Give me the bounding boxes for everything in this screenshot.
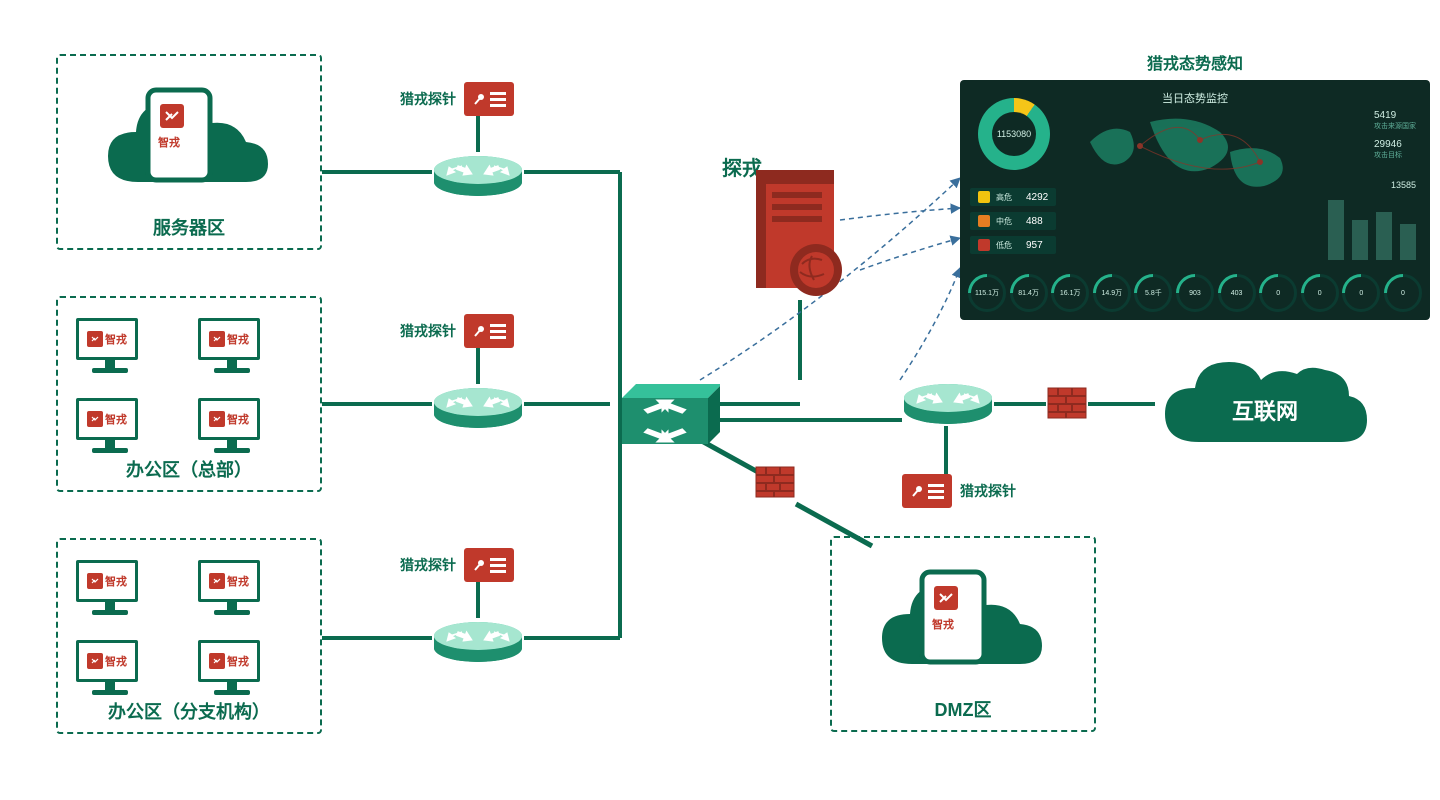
gauge-icon: 14.9万 [1093,274,1131,312]
pc-icon: 智戎 [76,398,144,458]
router-icon [432,152,524,198]
gauge-icon: 403 [1218,274,1256,312]
stat-item: 中危488 [970,212,1056,230]
donut-value: 1153080 [997,129,1031,139]
pc-icon: 智戎 [198,398,266,458]
right-stat-item: 29946攻击目标 [1374,139,1416,160]
pc-icon: 智戎 [76,640,144,700]
firewall-icon [754,461,796,503]
internet-label: 互联网 [1155,394,1375,426]
probe-icon [902,474,952,508]
firewall-icon [1046,382,1088,424]
pc-icon: 智戎 [76,560,144,620]
bar [1400,224,1416,260]
gauge-row: 115.1万81.4万16.1万14.9万5.8千9034030000 [968,274,1422,312]
dashboard-title: 猎戎态势感知 [960,50,1430,74]
gauge-icon: 16.1万 [1051,274,1089,312]
dmz-cloud-icon: 智戎 [872,554,1134,699]
bar [1352,220,1368,260]
probe: 猎戎探针 [902,474,1016,508]
probe-label: 猎戎探针 [400,321,456,341]
core-switch-icon [610,378,720,464]
gauge-icon: 903 [1176,274,1214,312]
stat-item: 高危4292 [970,188,1056,206]
gauge-icon: 0 [1301,274,1339,312]
probe: 猎戎探针 [400,82,514,116]
donut-chart-icon: 1153080 [978,98,1050,170]
pin-icon [472,92,486,106]
gauge-icon: 81.4万 [1010,274,1048,312]
server-cloud-icon: 智戎 [98,72,360,217]
probe-icon [464,82,514,116]
pin-icon [472,558,486,572]
zone-server-label: 服务器区 [58,210,320,244]
dashboard-panel: 当日态势监控 1153080 高危4292中危488低危957 5419攻击来源… [960,80,1430,320]
pc-icon: 智戎 [76,318,144,378]
zone-server: 智戎 服务器区 [56,54,322,250]
server-host-icon [742,160,862,315]
zone-dmz: 智戎 DMZ区 [830,536,1096,732]
probe-icon [464,314,514,348]
probe-label: 猎戎探针 [400,89,456,109]
probe-label: 猎戎探针 [960,481,1016,501]
router-icon [902,380,994,426]
bar-chart-icon [1328,200,1416,260]
world-map-icon [1080,102,1300,212]
pc-icon: 智戎 [198,640,266,700]
agent-label: 智戎 [158,134,180,150]
gauge-icon: 0 [1384,274,1422,312]
bar-total: 13585 [1391,180,1416,190]
gauge-icon: 0 [1259,274,1297,312]
probe-icon [464,548,514,582]
stat-item: 低危957 [970,236,1056,254]
diagram-canvas: 智戎 服务器区 办公区（总部） 办公区（分支机构） 智戎 DMZ区 智戎 智戎 … [0,0,1440,800]
gauge-icon: 5.8千 [1134,274,1172,312]
stat-list: 高危4292 中危488 低危957 [970,188,1056,254]
right-stat-list: 5419攻击来源国家 29946攻击目标 [1374,110,1416,160]
bar [1376,212,1392,260]
probe-label: 猎戎探针 [400,555,456,575]
gauge-icon: 115.1万 [968,274,1006,312]
agent-label: 智戎 [932,616,954,632]
pc-icon: 智戎 [198,318,266,378]
zone-dmz-label: DMZ区 [832,692,1094,726]
pc-icon: 智戎 [198,560,266,620]
router-icon [432,384,524,430]
router-icon [432,618,524,664]
right-stat-item: 5419攻击来源国家 [1374,110,1416,131]
probe: 猎戎探针 [400,314,514,348]
gauge-icon: 0 [1342,274,1380,312]
internet-cloud-icon: 互联网 [1155,356,1375,471]
bar [1328,200,1344,260]
pin-icon [910,484,924,498]
probe: 猎戎探针 [400,548,514,582]
pin-icon [472,324,486,338]
